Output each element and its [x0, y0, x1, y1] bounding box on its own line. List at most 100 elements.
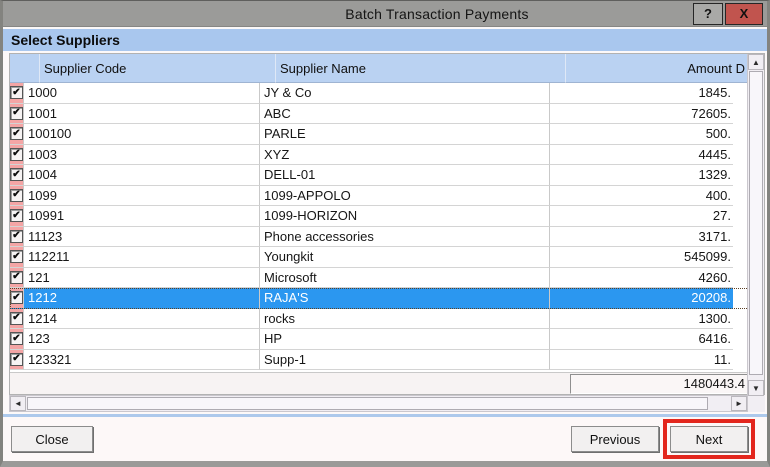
table-row[interactable]: ✔ 123 HP 6416. — [10, 329, 749, 350]
supplier-code-cell[interactable]: 1004 — [24, 165, 260, 186]
supplier-name-cell[interactable]: ABC — [260, 103, 550, 124]
checkbox-checked-icon[interactable]: ✔ — [10, 168, 23, 182]
supplier-name-cell[interactable]: XYZ — [260, 144, 550, 165]
row-checkbox-cell[interactable]: ✔ — [10, 206, 24, 227]
supplier-name-cell[interactable]: 1099-HORIZON — [260, 206, 550, 227]
amount-due-cell[interactable]: 11. — [550, 350, 733, 370]
row-checkbox-cell[interactable]: ✔ — [10, 226, 24, 247]
supplier-name-cell[interactable]: Microsoft — [260, 267, 550, 288]
vertical-scrollbar[interactable]: ▲ ▼ — [747, 54, 764, 396]
supplier-code-cell[interactable]: 1099 — [24, 185, 260, 206]
row-checkbox-cell[interactable]: ✔ — [10, 83, 24, 104]
amount-due-cell[interactable]: 20208. — [550, 288, 733, 309]
supplier-name-cell[interactable]: Supp-1 — [260, 349, 550, 370]
supplier-name-cell[interactable]: DELL-01 — [260, 165, 550, 186]
header-amount-due[interactable]: Amount D — [566, 54, 749, 83]
supplier-code-cell[interactable]: 1003 — [24, 144, 260, 165]
header-supplier-name[interactable]: Supplier Name — [276, 54, 566, 83]
checkbox-checked-icon[interactable]: ✔ — [10, 332, 23, 346]
supplier-name-cell[interactable]: JY & Co — [260, 83, 550, 104]
table-row[interactable]: ✔ 100100 PARLE 500. — [10, 124, 749, 145]
supplier-code-cell[interactable]: 121 — [24, 267, 260, 288]
row-checkbox-cell[interactable]: ✔ — [10, 267, 24, 288]
supplier-name-cell[interactable]: rocks — [260, 308, 550, 329]
row-checkbox-cell[interactable]: ✔ — [10, 247, 24, 268]
header-supplier-code[interactable]: Supplier Code — [40, 54, 276, 83]
vertical-scrollbar-thumb[interactable] — [749, 71, 763, 375]
horizontal-scrollbar-thumb[interactable] — [27, 397, 708, 410]
row-checkbox-cell[interactable]: ✔ — [10, 144, 24, 165]
checkbox-checked-icon[interactable]: ✔ — [10, 188, 23, 202]
scroll-up-icon[interactable]: ▲ — [748, 54, 764, 70]
scroll-right-icon[interactable]: ► — [731, 396, 747, 411]
row-checkbox-cell[interactable]: ✔ — [10, 288, 24, 309]
amount-due-cell[interactable]: 72605. — [550, 104, 733, 124]
supplier-code-cell[interactable]: 11123 — [24, 226, 260, 247]
amount-due-cell[interactable]: 400. — [550, 186, 733, 206]
supplier-code-cell[interactable]: 100100 — [24, 124, 260, 145]
close-button[interactable]: Close — [11, 426, 93, 452]
table-row[interactable]: ✔ 1212 RAJA'S 20208. — [10, 288, 749, 309]
header-checkbox-column[interactable] — [10, 54, 40, 83]
next-button[interactable]: Next — [670, 426, 748, 452]
supplier-name-cell[interactable]: PARLE — [260, 124, 550, 145]
supplier-code-cell[interactable]: 1001 — [24, 103, 260, 124]
table-row[interactable]: ✔ 1001 ABC 72605. — [10, 103, 749, 124]
checkbox-checked-icon[interactable]: ✔ — [10, 311, 23, 325]
help-button[interactable]: ? — [693, 2, 723, 25]
checkbox-checked-icon[interactable]: ✔ — [10, 106, 23, 120]
amount-due-cell[interactable]: 500. — [550, 124, 733, 145]
amount-due-cell[interactable]: 4445. — [550, 145, 733, 165]
supplier-code-cell[interactable]: 1212 — [24, 288, 260, 309]
row-checkbox-cell[interactable]: ✔ — [10, 308, 24, 329]
table-row[interactable]: ✔ 1099 1099-APPOLO 400. — [10, 185, 749, 206]
horizontal-scrollbar[interactable]: ◄ ► — [9, 395, 748, 412]
checkbox-checked-icon[interactable]: ✔ — [10, 352, 23, 366]
checkbox-checked-icon[interactable]: ✔ — [10, 147, 23, 161]
checkbox-checked-icon[interactable]: ✔ — [10, 127, 23, 141]
supplier-code-cell[interactable]: 123321 — [24, 349, 260, 370]
row-checkbox-cell[interactable]: ✔ — [10, 124, 24, 145]
previous-button[interactable]: Previous — [571, 426, 659, 452]
checkbox-checked-icon[interactable]: ✔ — [10, 250, 23, 264]
horizontal-scrollbar-track[interactable] — [709, 396, 731, 411]
scroll-down-icon[interactable]: ▼ — [748, 380, 764, 396]
amount-due-cell[interactable]: 545099. — [550, 247, 733, 268]
checkbox-checked-icon[interactable]: ✔ — [10, 270, 23, 284]
table-row[interactable]: ✔ 1214 rocks 1300. — [10, 308, 749, 329]
amount-due-cell[interactable]: 1300. — [550, 309, 733, 329]
table-row[interactable]: ✔ 112211 Youngkit 545099. — [10, 247, 749, 268]
supplier-name-cell[interactable]: RAJA'S — [260, 288, 550, 309]
row-checkbox-cell[interactable]: ✔ — [10, 185, 24, 206]
supplier-code-cell[interactable]: 112211 — [24, 247, 260, 268]
supplier-name-cell[interactable]: Youngkit — [260, 247, 550, 268]
amount-due-cell[interactable]: 4260. — [550, 268, 733, 288]
amount-due-cell[interactable]: 27. — [550, 206, 733, 227]
supplier-code-cell[interactable]: 1214 — [24, 308, 260, 329]
amount-due-cell[interactable]: 1845. — [550, 83, 733, 104]
amount-due-cell[interactable]: 1329. — [550, 165, 733, 186]
row-checkbox-cell[interactable]: ✔ — [10, 165, 24, 186]
supplier-code-cell[interactable]: 123 — [24, 329, 260, 350]
table-row[interactable]: ✔ 11123 Phone accessories 3171. — [10, 226, 749, 247]
supplier-code-cell[interactable]: 1000 — [24, 83, 260, 104]
checkbox-checked-icon[interactable]: ✔ — [10, 229, 23, 243]
table-row[interactable]: ✔ 10991 1099-HORIZON 27. — [10, 206, 749, 227]
checkbox-checked-icon[interactable]: ✔ — [10, 291, 23, 305]
table-row[interactable]: ✔ 1000 JY & Co 1845. — [10, 83, 749, 104]
table-row[interactable]: ✔ 1003 XYZ 4445. — [10, 144, 749, 165]
checkbox-checked-icon[interactable]: ✔ — [10, 209, 23, 223]
scroll-left-icon[interactable]: ◄ — [10, 396, 26, 411]
close-window-button[interactable]: X — [725, 2, 763, 25]
supplier-name-cell[interactable]: Phone accessories — [260, 226, 550, 247]
amount-due-cell[interactable]: 6416. — [550, 329, 733, 350]
row-checkbox-cell[interactable]: ✔ — [10, 329, 24, 350]
checkbox-checked-icon[interactable]: ✔ — [10, 86, 23, 100]
table-row[interactable]: ✔ 121 Microsoft 4260. — [10, 267, 749, 288]
amount-due-cell[interactable]: 3171. — [550, 227, 733, 247]
table-row[interactable]: ✔ 1004 DELL-01 1329. — [10, 165, 749, 186]
supplier-code-cell[interactable]: 10991 — [24, 206, 260, 227]
row-checkbox-cell[interactable]: ✔ — [10, 103, 24, 124]
supplier-name-cell[interactable]: HP — [260, 329, 550, 350]
supplier-name-cell[interactable]: 1099-APPOLO — [260, 185, 550, 206]
